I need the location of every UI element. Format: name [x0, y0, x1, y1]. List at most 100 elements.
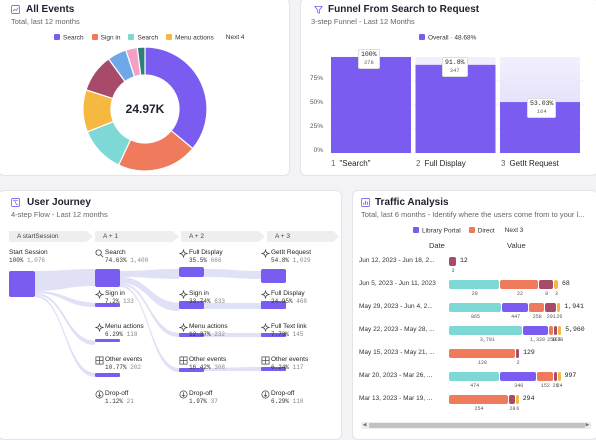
journey-node: [95, 269, 120, 287]
traffic-segment[interactable]: [449, 326, 522, 335]
traffic-segment[interactable]: [500, 280, 539, 289]
traffic-row-date[interactable]: Mar 20, 2023 - Mar 26, ...: [359, 372, 433, 379]
traffic-segment-label: 152: [540, 383, 550, 389]
node-menu-actions[interactable]: Menu actions 12.37% 232: [189, 323, 228, 338]
step-header: A + 2: [181, 231, 265, 242]
legend-item[interactable]: Sign in: [91, 34, 121, 42]
donut-slice[interactable]: [144, 46, 208, 150]
node-menu-actions[interactable]: Menu actions 6.29% 118: [105, 323, 144, 338]
traffic-row-total: 68: [562, 280, 570, 287]
node-full-display[interactable]: Full Display 35.5% 666: [189, 249, 223, 264]
traffic-segment[interactable]: [557, 303, 561, 312]
traffic-segment-label: 3: [554, 291, 558, 297]
traffic-segment[interactable]: [500, 372, 537, 381]
node-drop-off[interactable]: Drop-off 1.12% 21: [105, 390, 134, 405]
traffic-segment[interactable]: [509, 395, 515, 404]
y-tick: 50%: [309, 99, 323, 106]
node-drop-off[interactable]: Drop-off 6.29% 118: [271, 390, 304, 405]
legend-item[interactable]: Direct: [468, 227, 495, 235]
legend-item[interactable]: Search: [54, 34, 84, 42]
funnel-title: Funnel From Search to Request: [328, 4, 480, 15]
traffic-row-total: 12: [460, 257, 468, 264]
funnel-step-label: 2 Full Display: [416, 159, 466, 168]
traffic-segment[interactable]: [501, 303, 529, 312]
flow-icon: [11, 198, 20, 207]
legend-label: Sign in: [100, 34, 121, 42]
traffic-row-total: 1,941: [564, 303, 584, 310]
node-full-display[interactable]: Full Display 24.95% 468: [271, 290, 308, 305]
traffic-rows: Jun 12, 2023 - Jun 18, 2... 3 12 Jun 5, 202…: [353, 191, 596, 439]
traffic-segment[interactable]: [558, 326, 562, 335]
funnel-bar[interactable]: [331, 56, 411, 153]
node-search[interactable]: Search 74.63% 1,400: [105, 249, 149, 264]
journey-node: [179, 368, 204, 372]
node-sign-in[interactable]: Sign in 7.2% 133: [105, 290, 134, 305]
traffic-subtitle: Total, last 6 months - Identify where th…: [361, 210, 585, 219]
all-events-subtitle: Total, last 12 months: [11, 17, 80, 26]
funnel-bar[interactable]: [415, 64, 496, 153]
traffic-segment[interactable]: [449, 280, 500, 289]
traffic-segment[interactable]: [557, 372, 561, 381]
node-drop-off[interactable]: Drop-off 1.97% 37: [189, 390, 218, 405]
sparkle-icon: [95, 290, 104, 299]
traffic-row-total: 294: [522, 395, 535, 402]
traffic-row-date[interactable]: Mar 13, 2023 - Mar 19, ...: [359, 395, 433, 402]
traffic-segment-label: 8: [545, 291, 549, 297]
donut-chart: [82, 46, 208, 172]
grid-icon: [179, 356, 188, 365]
drop-off-icon: [95, 390, 104, 399]
traffic-segment[interactable]: [449, 372, 500, 381]
legend-item[interactable]: Menu actions: [166, 34, 214, 42]
traffic-segment[interactable]: [537, 372, 553, 381]
traffic-segment[interactable]: [449, 303, 501, 312]
node-other-events[interactable]: Other events 16.42% 308: [189, 356, 227, 371]
traffic-segment[interactable]: [553, 280, 558, 289]
traffic-segment-label: 2: [516, 360, 520, 366]
horizontal-scrollbar[interactable]: ◀ ▶: [361, 422, 591, 429]
traffic-segment[interactable]: [529, 303, 545, 312]
traffic-segment[interactable]: [516, 349, 520, 358]
col-header-value[interactable]: Value: [507, 241, 526, 250]
traffic-segment[interactable]: [554, 326, 558, 335]
traffic-segment[interactable]: [545, 303, 557, 312]
all-events-legend: Search Sign in Search Menu actions Next …: [54, 34, 245, 42]
traffic-row-date[interactable]: Jun 5, 2023 - Jun 11, 2023: [359, 280, 436, 287]
legend-item[interactable]: Library Portal: [413, 227, 461, 235]
journey-node: [261, 367, 286, 371]
legend-item[interactable]: Search: [128, 34, 158, 42]
traffic-segment[interactable]: [549, 326, 554, 335]
legend-label: Search: [137, 34, 159, 42]
traffic-segment-label: 340: [514, 383, 524, 389]
traffic-row-date[interactable]: May 29, 2023 - Jun 4, 2...: [359, 303, 433, 310]
scrollbar-thumb[interactable]: [369, 423, 585, 428]
user-journey-subtitle: 4-step Flow - Last 12 months: [11, 210, 108, 219]
donut-slice[interactable]: [136, 46, 146, 76]
funnel-legend[interactable]: Overall · 48.68%: [419, 34, 476, 42]
node-other-events[interactable]: Other events 6.24% 117: [271, 356, 309, 371]
node-other-events[interactable]: Other events 10.77% 202: [105, 356, 143, 371]
node-getit-request[interactable]: GetIt Request 54.8% 1,029: [271, 249, 312, 264]
col-header-date[interactable]: Date: [429, 241, 445, 250]
legend-label: Search: [63, 34, 84, 42]
traffic-segment-label: 447: [511, 314, 521, 320]
traffic-row-date[interactable]: May 22, 2023 - May 28, ...: [359, 326, 435, 333]
traffic-segment-label: 3: [451, 268, 455, 274]
sparkle-icon: [261, 290, 270, 299]
node-sign-in[interactable]: Sign in 33.74% 633: [189, 290, 226, 305]
traffic-segment[interactable]: [522, 326, 549, 335]
traffic-segment[interactable]: [539, 280, 553, 289]
legend-next[interactable]: Next 4: [225, 34, 245, 42]
traffic-row-date[interactable]: Jun 12, 2023 - Jun 18, 2...: [359, 257, 435, 264]
traffic-segment[interactable]: [449, 349, 516, 358]
scroll-left-arrow[interactable]: ◀: [362, 422, 367, 428]
traffic-segment[interactable]: [515, 395, 519, 404]
node-full-text-link[interactable]: Full Text link 7.73% 145: [271, 323, 307, 338]
traffic-segment[interactable]: [553, 372, 557, 381]
journey-node: [261, 269, 286, 283]
traffic-row-date[interactable]: May 15, 2023 - May 21, ...: [359, 349, 435, 356]
traffic-segment[interactable]: [449, 257, 456, 266]
scroll-right-arrow[interactable]: ▶: [585, 422, 590, 428]
node-start-session[interactable]: Start Session 100% 1,076: [9, 249, 48, 264]
traffic-segment[interactable]: [449, 395, 509, 404]
legend-next[interactable]: Next 3: [504, 227, 524, 235]
